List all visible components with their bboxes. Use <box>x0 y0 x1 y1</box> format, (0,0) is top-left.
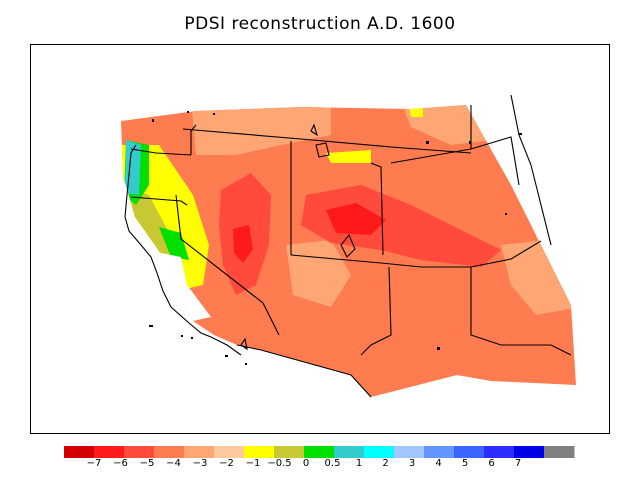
colorbar-swatch <box>304 446 335 458</box>
colorbar-swatch <box>424 446 455 458</box>
colorbar-swatch <box>184 446 215 458</box>
wa-or-border <box>130 148 192 156</box>
colorbar-tick-label: 3 <box>408 458 416 469</box>
region-lightorange-northeast <box>403 105 491 145</box>
id-border <box>190 124 197 155</box>
region-base <box>121 105 576 397</box>
ca-nv-border <box>175 194 280 336</box>
colorbar-tick-label: 2 <box>382 458 389 469</box>
colorbar-swatch <box>244 446 275 458</box>
colorbar-tick-label: −0.5 <box>267 458 292 469</box>
colorbar-tick-label: −4 <box>166 458 181 469</box>
region-lightorange-north <box>191 105 331 155</box>
flathead-lake <box>310 123 318 137</box>
colorbar-tick-label: 1 <box>355 458 363 469</box>
water-features <box>240 123 356 351</box>
nm-tx-border <box>360 266 392 356</box>
tx-border <box>470 267 572 356</box>
colorbar-tick-label: −6 <box>113 458 128 469</box>
colorbar-swatch <box>514 446 545 458</box>
colorbar-swatch <box>394 446 425 458</box>
colorbar-tick-label: 6 <box>488 458 495 469</box>
region-green-ca <box>159 227 189 260</box>
colorbar-swatch <box>124 446 155 458</box>
region-teal-coast <box>125 140 141 195</box>
region-lightorange-center <box>286 240 351 307</box>
az-nm-border <box>290 240 542 268</box>
colorbar-swatch <box>484 446 515 458</box>
colorbar-tick-label: −3 <box>192 458 208 469</box>
yellowstone-lake <box>315 142 330 158</box>
colorbar-swatch <box>334 446 365 458</box>
region-darkred-ut <box>326 203 386 235</box>
map-frame <box>30 44 610 434</box>
or-ca-border <box>130 196 188 206</box>
colorbar-swatch <box>364 446 395 458</box>
region-yellow-wyoming <box>326 150 371 163</box>
state-borders <box>124 94 572 398</box>
region-darkred-nv <box>233 225 253 263</box>
colorbar-tick-label: −7 <box>86 458 102 469</box>
ut-co-border <box>370 162 384 256</box>
region-yellow-mt <box>409 105 423 117</box>
salton-sea <box>240 337 248 351</box>
colorbar-swatch <box>454 446 485 458</box>
colorbar-tick-label: −2 <box>219 458 234 469</box>
colorbar-swatch <box>154 446 185 458</box>
pdsi-field <box>121 105 576 397</box>
west-coastline <box>124 144 242 356</box>
dakota-border <box>510 94 552 246</box>
colorbar-swatch <box>94 446 125 458</box>
colorbar-swatch <box>64 446 95 458</box>
colorbar <box>64 446 575 458</box>
canada-border <box>182 128 472 154</box>
great-salt-lake <box>340 233 356 258</box>
colorbar-tick-label: 4 <box>435 458 442 469</box>
colorbar-tick-label: 7 <box>514 458 522 469</box>
colorbar-tick-label: 0 <box>302 458 310 469</box>
islands <box>149 111 522 365</box>
mexico-border <box>236 344 372 398</box>
colorbar-swatch <box>214 446 245 458</box>
colorbar-tick-label: −5 <box>139 458 155 469</box>
map-title: PDSI reconstruction A.D. 1600 <box>184 14 456 34</box>
colorbar-swatch <box>274 446 305 458</box>
pdsi-map <box>121 94 576 398</box>
colorbar-tick-label: 5 <box>461 458 469 469</box>
colorbar-tick-label: 0.5 <box>324 458 341 469</box>
co-ne-border <box>390 136 520 186</box>
colorbar-tick-label: −1 <box>245 458 261 469</box>
colorbar-swatch <box>544 446 575 458</box>
ocean-mask-ca <box>123 249 211 321</box>
colorbar-labels: −7 −6 −5 −4 −3 −2 −1 −0.5 0 0.5 1 2 3 4 5 6 7 <box>0 458 640 474</box>
